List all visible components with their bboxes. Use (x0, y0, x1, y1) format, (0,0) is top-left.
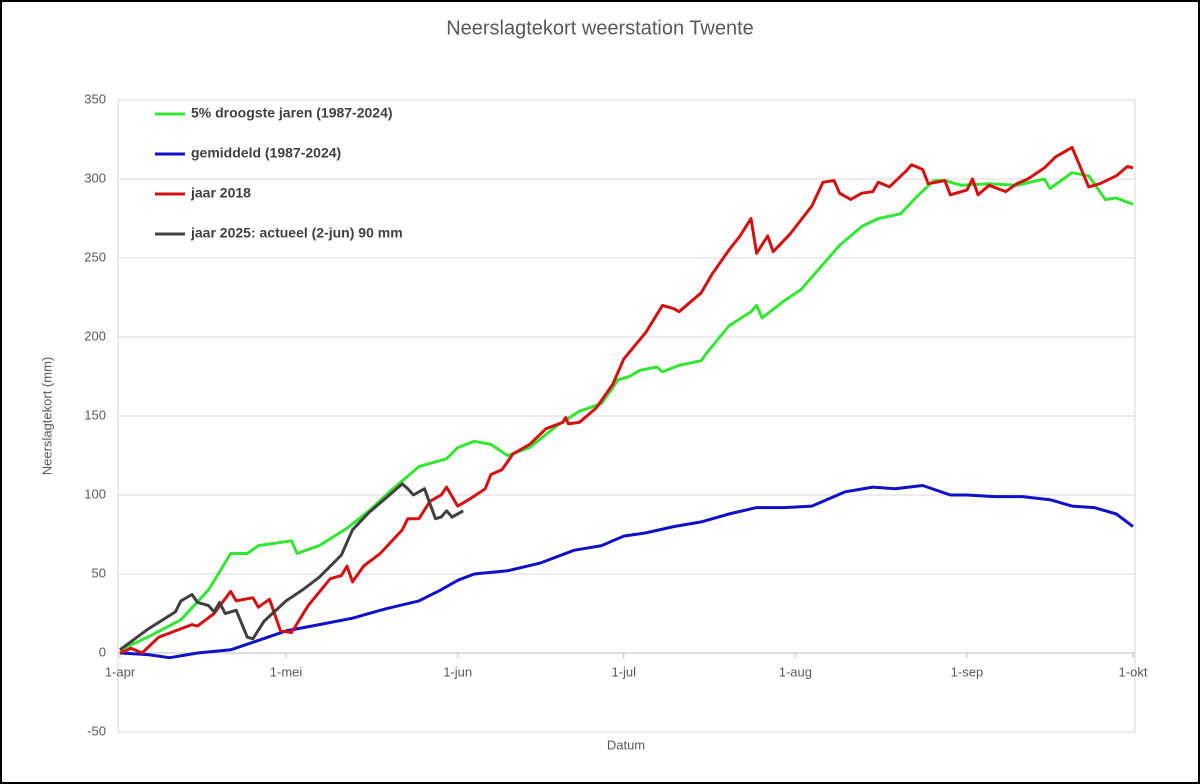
y-tick-label: 200 (84, 328, 106, 343)
legend-label: jaar 2025: actueel (2-jun) 90 mm (190, 225, 403, 241)
y-tick-label: 250 (84, 249, 106, 264)
x-tick-label: 1-okt (1119, 664, 1148, 679)
series-line (119, 484, 1134, 660)
x-tick-label: 1-jun (443, 664, 472, 679)
y-tick-label: 350 (84, 91, 106, 106)
x-tick-label: 1-jul (611, 664, 636, 679)
y-tick-label: 50 (92, 565, 106, 580)
y-tick-label: -50 (87, 723, 106, 738)
legend-label: jaar 2018 (190, 185, 251, 201)
series-line (119, 482, 464, 652)
y-tick-label: 300 (84, 170, 106, 185)
y-tick-label: 0 (99, 644, 106, 659)
series-line (119, 145, 1134, 655)
x-tick-label: 1-apr (105, 664, 136, 679)
x-tick-label: 1-mei (270, 664, 303, 679)
y-tick-label: 100 (84, 486, 106, 501)
legend-label: gemiddeld (1987-2024) (191, 145, 341, 161)
x-axis-label: Datum (607, 737, 645, 752)
x-tick-label: 1-sep (951, 664, 984, 679)
series-line (119, 171, 1134, 652)
y-tick-label: 150 (84, 407, 106, 422)
x-tick-label: 1-aug (779, 664, 812, 679)
chart-title: Neerslagtekort weerstation Twente (446, 17, 754, 39)
legend-label: 5% droogste jaren (1987-2024) (191, 105, 393, 121)
y-axis-label: Neerslagtekort (mm) (39, 357, 54, 475)
